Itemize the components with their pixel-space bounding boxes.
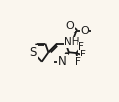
Text: S: S [29, 46, 37, 59]
Text: N: N [58, 55, 67, 68]
Text: F: F [75, 57, 81, 67]
Text: O: O [80, 26, 89, 36]
Text: O: O [66, 21, 74, 31]
Text: NH: NH [64, 37, 80, 47]
Text: F: F [78, 42, 84, 52]
Text: F: F [80, 50, 86, 60]
